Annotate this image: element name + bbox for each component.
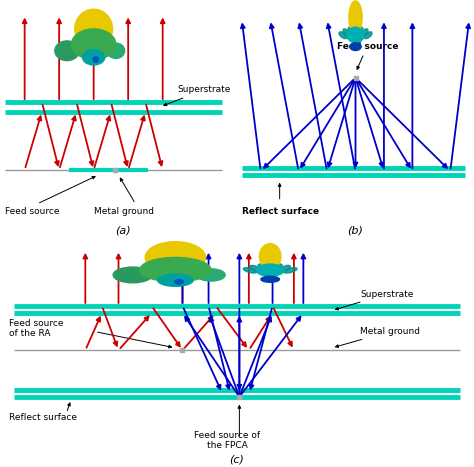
Ellipse shape bbox=[261, 276, 279, 282]
Ellipse shape bbox=[349, 1, 362, 34]
Ellipse shape bbox=[364, 32, 372, 39]
Ellipse shape bbox=[348, 27, 354, 36]
Ellipse shape bbox=[350, 43, 361, 50]
Ellipse shape bbox=[55, 41, 79, 61]
Ellipse shape bbox=[258, 264, 267, 271]
Ellipse shape bbox=[82, 50, 105, 65]
Ellipse shape bbox=[107, 43, 125, 58]
Ellipse shape bbox=[72, 29, 116, 59]
Ellipse shape bbox=[259, 244, 281, 269]
Ellipse shape bbox=[93, 57, 99, 62]
Ellipse shape bbox=[279, 265, 291, 272]
Ellipse shape bbox=[140, 257, 211, 282]
Ellipse shape bbox=[339, 32, 347, 39]
Text: (c): (c) bbox=[229, 454, 245, 464]
Text: Feed source: Feed source bbox=[337, 42, 398, 69]
Ellipse shape bbox=[250, 265, 261, 272]
Text: Reflect surface: Reflect surface bbox=[242, 207, 319, 216]
Text: Superstrate: Superstrate bbox=[336, 290, 414, 310]
Text: (a): (a) bbox=[116, 225, 131, 235]
Text: Feed source: Feed source bbox=[5, 207, 59, 216]
Ellipse shape bbox=[75, 9, 112, 49]
Text: Metal ground: Metal ground bbox=[94, 207, 154, 216]
Ellipse shape bbox=[347, 27, 364, 43]
Ellipse shape bbox=[357, 27, 363, 36]
Ellipse shape bbox=[273, 264, 283, 271]
Text: Superstrate: Superstrate bbox=[164, 85, 231, 106]
Ellipse shape bbox=[113, 267, 152, 283]
Ellipse shape bbox=[174, 280, 183, 284]
Ellipse shape bbox=[157, 274, 193, 286]
Ellipse shape bbox=[145, 242, 206, 273]
Text: Feed source of
the FPCA: Feed source of the FPCA bbox=[194, 431, 261, 450]
Ellipse shape bbox=[353, 26, 358, 36]
Text: Metal ground: Metal ground bbox=[336, 327, 420, 347]
Ellipse shape bbox=[266, 263, 274, 271]
Ellipse shape bbox=[343, 29, 350, 37]
Ellipse shape bbox=[361, 29, 368, 37]
Ellipse shape bbox=[283, 268, 297, 273]
Ellipse shape bbox=[197, 269, 225, 281]
Text: Feed source
of the RA: Feed source of the RA bbox=[9, 319, 64, 338]
Text: Reflect surface: Reflect surface bbox=[9, 413, 77, 422]
Ellipse shape bbox=[256, 264, 284, 276]
Text: (b): (b) bbox=[347, 225, 364, 235]
Ellipse shape bbox=[243, 268, 257, 273]
